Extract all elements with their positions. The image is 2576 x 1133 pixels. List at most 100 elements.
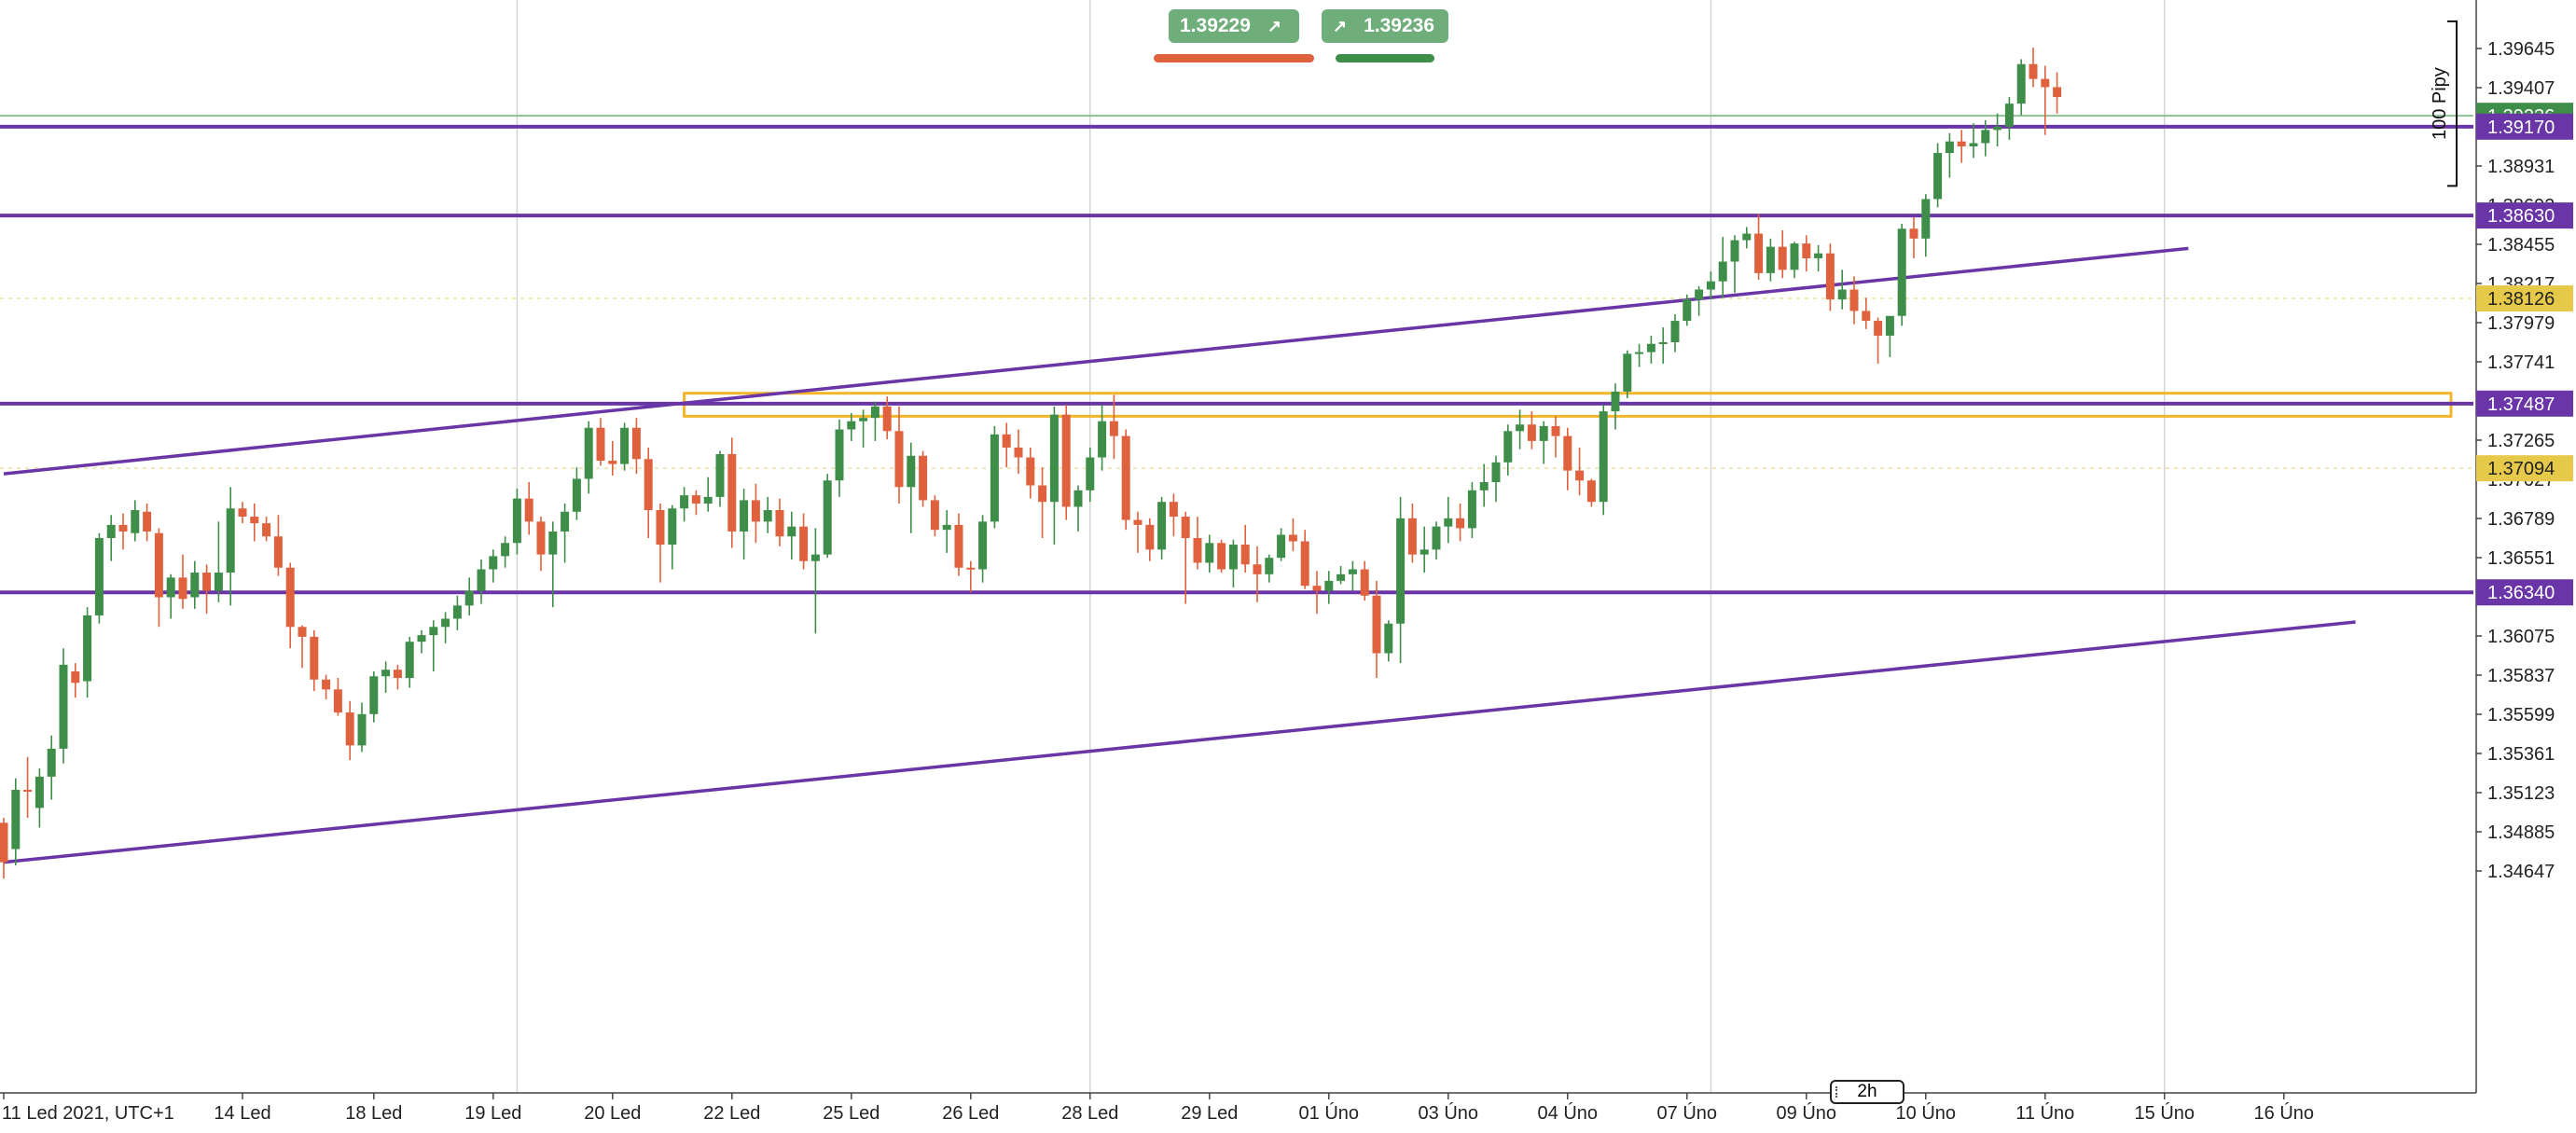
candle: [691, 490, 700, 516]
candle: [441, 612, 450, 643]
candle: [596, 418, 605, 466]
candle: [1599, 405, 1608, 516]
candle: [656, 503, 665, 583]
candle-body: [1539, 426, 1548, 441]
candle: [1396, 496, 1406, 664]
candle-body: [357, 713, 367, 746]
candle-body: [536, 521, 546, 555]
candle-body: [1014, 447, 1023, 458]
candle-body: [656, 510, 665, 546]
x-tick-label: 07 Úno: [1657, 1102, 1718, 1124]
candle: [477, 559, 486, 604]
candle: [763, 496, 772, 533]
candle: [584, 421, 593, 494]
candle-body: [548, 531, 558, 555]
candle: [1981, 119, 1990, 157]
x-tick-label: 25 Led: [823, 1103, 879, 1124]
candle: [572, 467, 581, 520]
y-tick-label: 1.36789: [2487, 509, 2555, 530]
candle-body: [143, 511, 152, 532]
candle: [1933, 143, 1943, 208]
candle: [1002, 422, 1011, 468]
candle: [1814, 244, 1823, 272]
candle-body: [1300, 541, 1309, 587]
candle: [1265, 554, 1274, 583]
candle-body: [680, 495, 689, 509]
trendline: [3, 620, 2356, 864]
candle: [1993, 113, 2002, 146]
candle: [429, 620, 438, 671]
candle-body: [1742, 233, 1752, 241]
candle: [1432, 521, 1441, 560]
candle-body: [1814, 253, 1823, 258]
candle-body: [1849, 289, 1859, 311]
candle: [1539, 421, 1548, 464]
candle-body: [1169, 502, 1178, 518]
candle: [452, 595, 462, 630]
candle-body: [178, 577, 187, 600]
candle-body: [954, 524, 963, 568]
candle-body: [1969, 143, 1978, 146]
candle-body: [477, 569, 486, 591]
candle: [1849, 276, 1859, 325]
trendlines: [3, 246, 2356, 864]
candle: [727, 437, 737, 548]
candle: [966, 560, 976, 593]
candle-body: [2029, 63, 2038, 79]
price-badge-bg: [2476, 579, 2573, 606]
drag-handle-icon[interactable]: [1835, 1086, 1839, 1098]
y-tick-label: 1.35361: [2487, 744, 2555, 765]
candle-body: [369, 676, 379, 714]
candle-body: [966, 567, 976, 570]
candle-body: [1586, 480, 1596, 503]
candle: [1706, 271, 1715, 300]
candle: [548, 521, 558, 608]
timeframe-label: 2h: [1857, 1082, 1877, 1101]
candle-body: [907, 455, 916, 488]
price-badge-label: 1.37487: [2487, 394, 2555, 415]
price-badge-bg: [2476, 113, 2573, 140]
candle: [2041, 65, 2050, 135]
candle: [154, 528, 163, 628]
x-tick-label: 10 Úno: [1896, 1102, 1957, 1124]
candle: [178, 554, 187, 609]
candle-body: [250, 517, 259, 524]
candle: [2053, 72, 2062, 114]
candle-body: [1121, 435, 1130, 520]
candle: [1253, 546, 1262, 602]
timeframe-selector[interactable]: 2h: [1830, 1080, 1904, 1104]
candle-body: [1491, 462, 1501, 482]
candle: [1348, 560, 1357, 591]
x-axis: 11 Led 2021, UTC+1 14 Led 18 Led 19 Led 20 L…: [0, 1092, 2476, 1124]
candle-body: [1312, 586, 1322, 591]
candle: [464, 577, 474, 615]
candle-body: [1683, 299, 1692, 322]
candle: [0, 818, 8, 879]
x-tick-label: 16 Úno: [2254, 1102, 2315, 1124]
candle: [1169, 493, 1178, 537]
price-badge-label: 1.36340: [2487, 583, 2555, 603]
candle: [524, 482, 533, 535]
candle-body: [1228, 545, 1238, 570]
candle: [1073, 485, 1083, 532]
candle: [322, 674, 331, 699]
buy-button[interactable]: ↗ 1.39236: [1322, 9, 1448, 43]
candle: [2004, 97, 2014, 140]
candle: [71, 663, 80, 698]
candle-body: [930, 500, 939, 531]
candle: [1086, 447, 1095, 503]
candle-body: [1646, 343, 1655, 352]
candle: [1288, 518, 1297, 552]
candle: [489, 549, 498, 583]
candle-body: [2016, 63, 2026, 104]
candle: [333, 678, 342, 716]
candle: [740, 489, 749, 560]
candle: [978, 515, 988, 583]
candle-body: [572, 478, 581, 512]
candle-body: [226, 508, 235, 573]
x-tick-label: 11 Úno: [2015, 1102, 2074, 1124]
sell-button[interactable]: 1.39229 ↗: [1169, 9, 1299, 43]
candle: [298, 625, 307, 669]
